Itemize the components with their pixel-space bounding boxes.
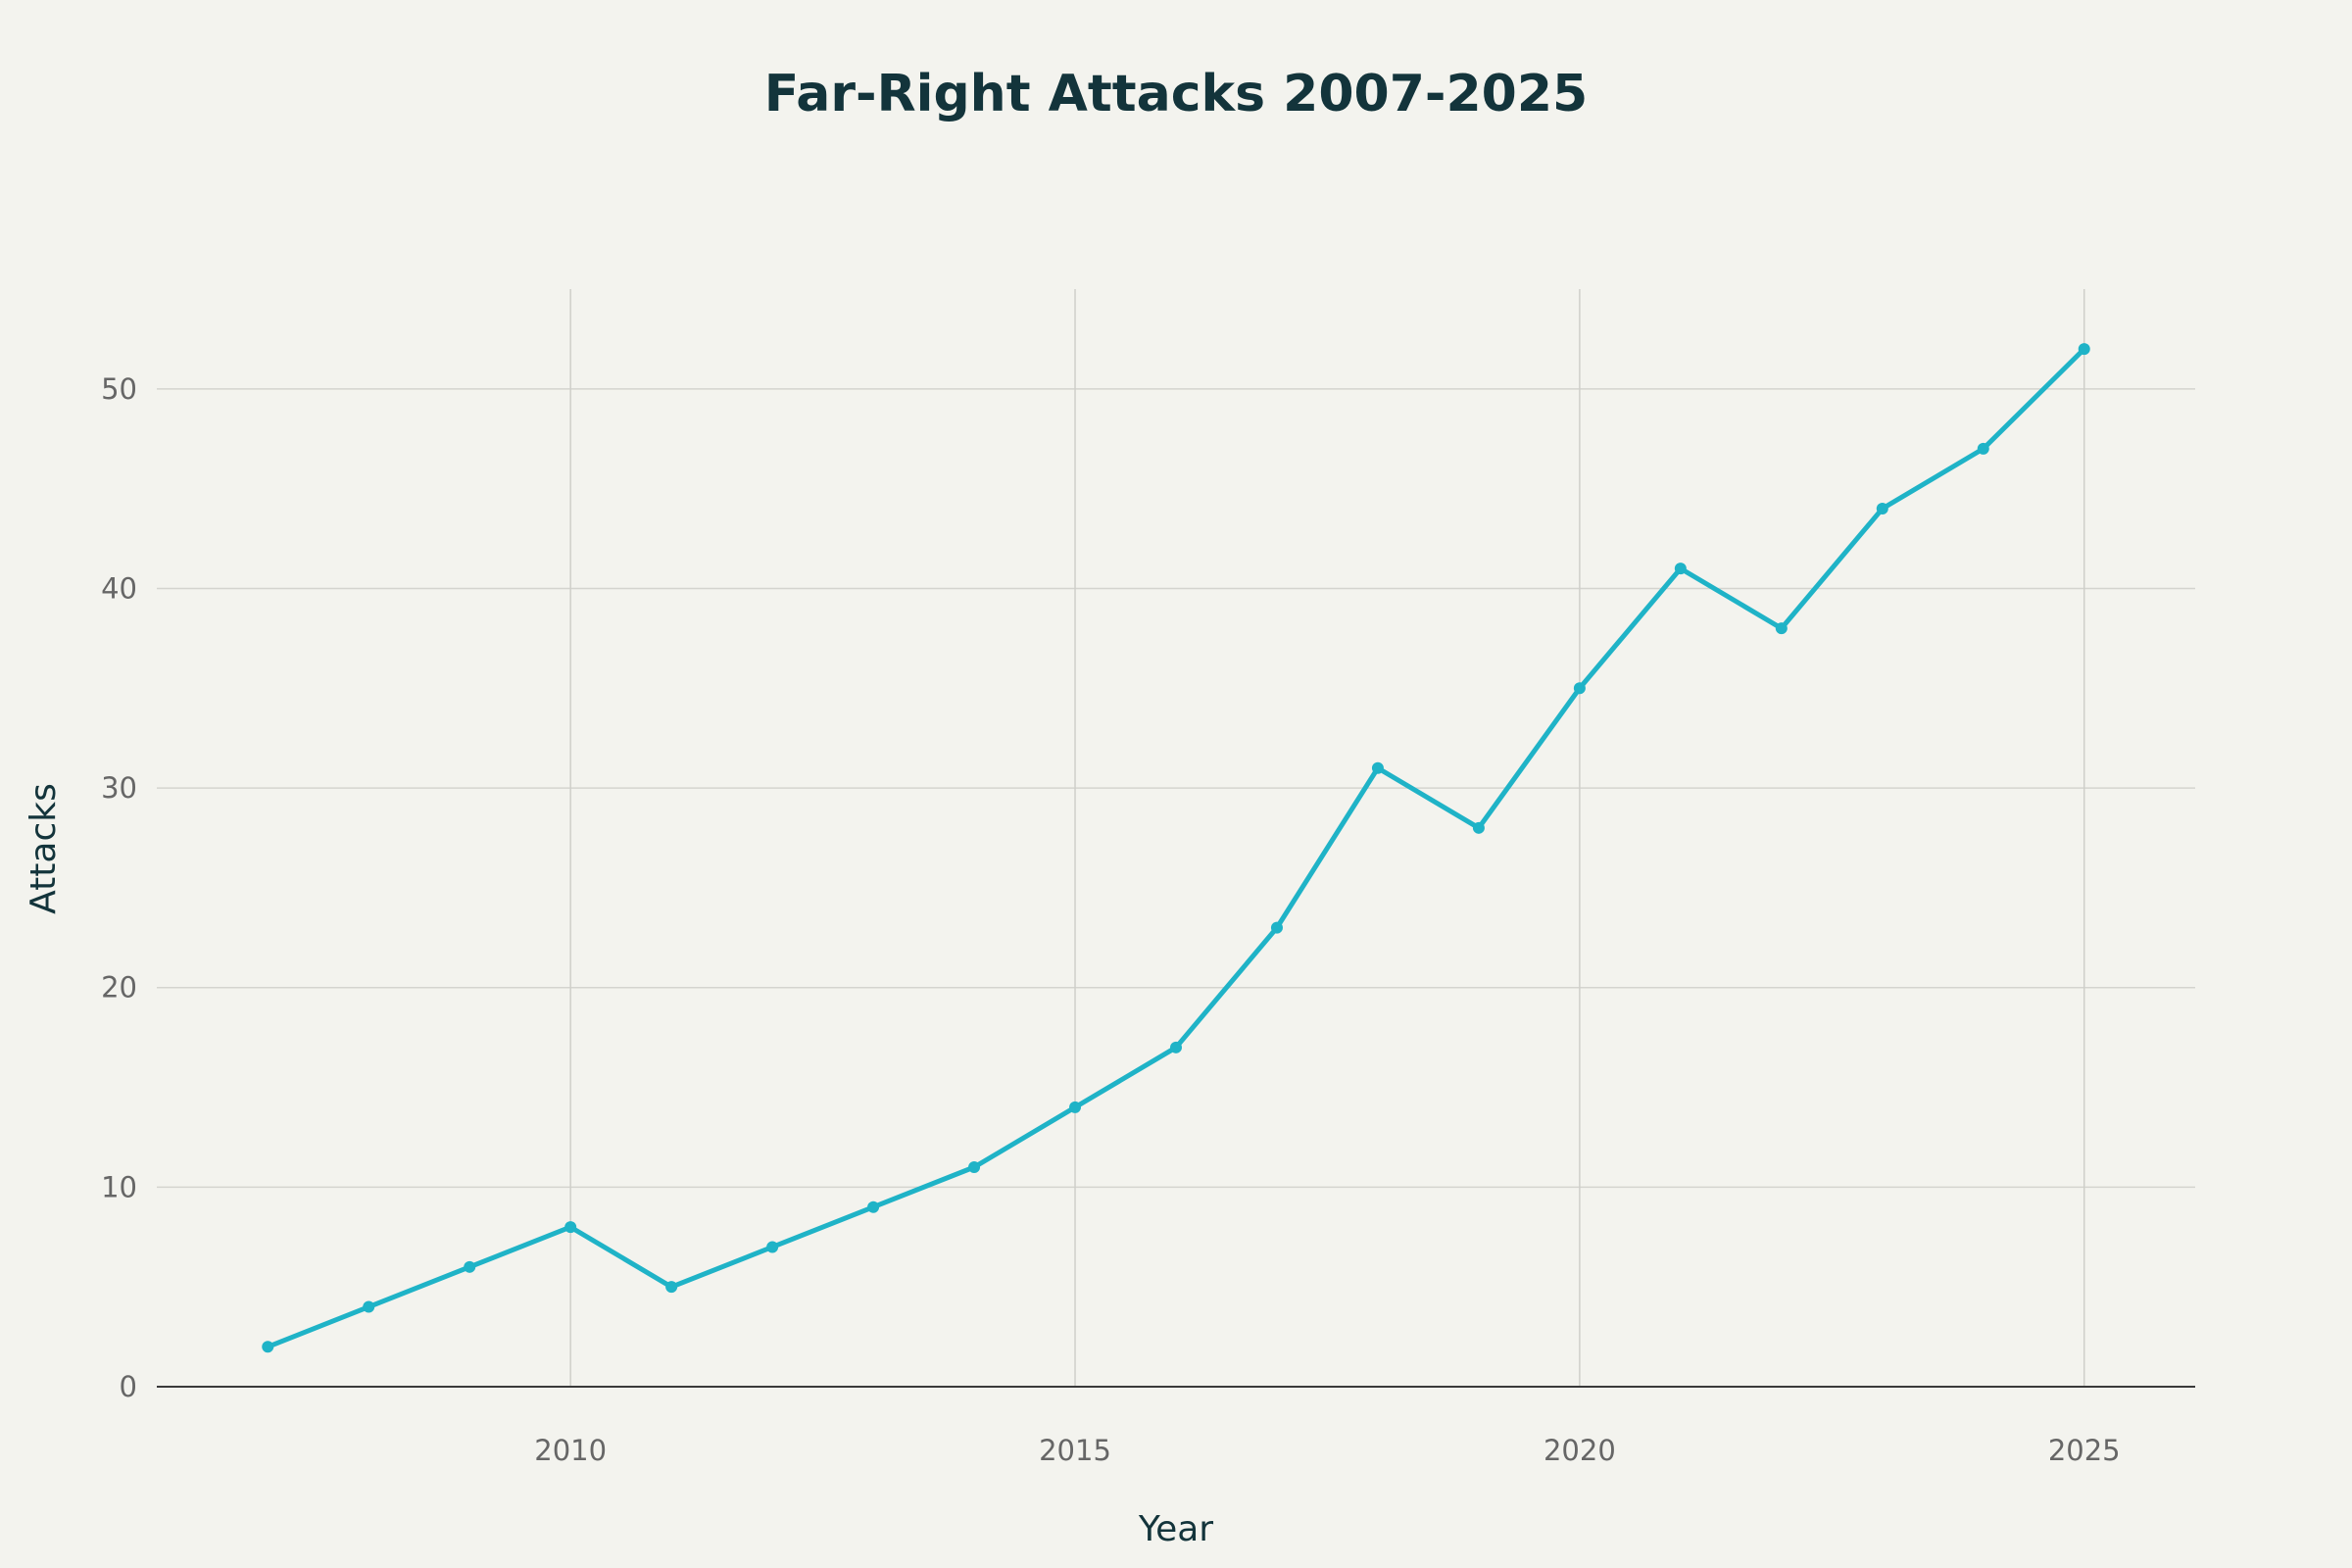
grid: [157, 289, 2195, 1388]
x-tick-label-2010: 2010: [534, 1434, 607, 1467]
data-point-2015[interactable]: [1069, 1101, 1082, 1113]
data-point-2025[interactable]: [2078, 343, 2090, 356]
data-point-2022[interactable]: [1775, 622, 1788, 635]
series-line-0: [265, 346, 2087, 1349]
y-tick-label-30: 30: [101, 771, 137, 805]
data-point-2007[interactable]: [262, 1341, 274, 1353]
data-point-2008[interactable]: [363, 1300, 375, 1313]
x-axis-ticks: 2010 2015 2020 2025: [534, 1434, 2120, 1467]
data-point-2011[interactable]: [665, 1281, 678, 1294]
data-point-2017[interactable]: [1270, 921, 1283, 934]
x-axis-title: Year: [1138, 1509, 1213, 1549]
y-tick-label-20: 20: [101, 971, 137, 1004]
series-group: [262, 343, 2090, 1353]
data-point-2014[interactable]: [968, 1161, 981, 1173]
data-point-2013[interactable]: [867, 1200, 880, 1213]
data-point-2012[interactable]: [766, 1241, 779, 1253]
x-tick-label-2015: 2015: [1039, 1434, 1111, 1467]
y-axis-title: Attacks: [24, 783, 64, 914]
data-point-2016[interactable]: [1170, 1041, 1182, 1054]
x-tick-label-2025: 2025: [2048, 1434, 2121, 1467]
data-point-2021[interactable]: [1674, 563, 1687, 575]
data-point-2010[interactable]: [564, 1221, 577, 1234]
data-point-2019[interactable]: [1472, 821, 1485, 834]
y-tick-label-50: 50: [101, 372, 137, 406]
chart-title: Far-Right Attacks 2007-2025: [764, 65, 1588, 123]
data-point-2024[interactable]: [1977, 442, 1989, 455]
y-tick-label-40: 40: [101, 571, 137, 605]
data-point-2023[interactable]: [1876, 503, 1888, 514]
data-point-2020[interactable]: [1573, 682, 1586, 695]
y-tick-label-0: 0: [120, 1370, 137, 1403]
x-tick-label-2020: 2020: [1544, 1434, 1616, 1467]
data-point-2009[interactable]: [464, 1260, 476, 1273]
y-axis-ticks: 0 10 20 30 40 50: [101, 372, 137, 1403]
data-point-2018[interactable]: [1371, 761, 1384, 774]
y-tick-label-10: 10: [101, 1170, 137, 1203]
